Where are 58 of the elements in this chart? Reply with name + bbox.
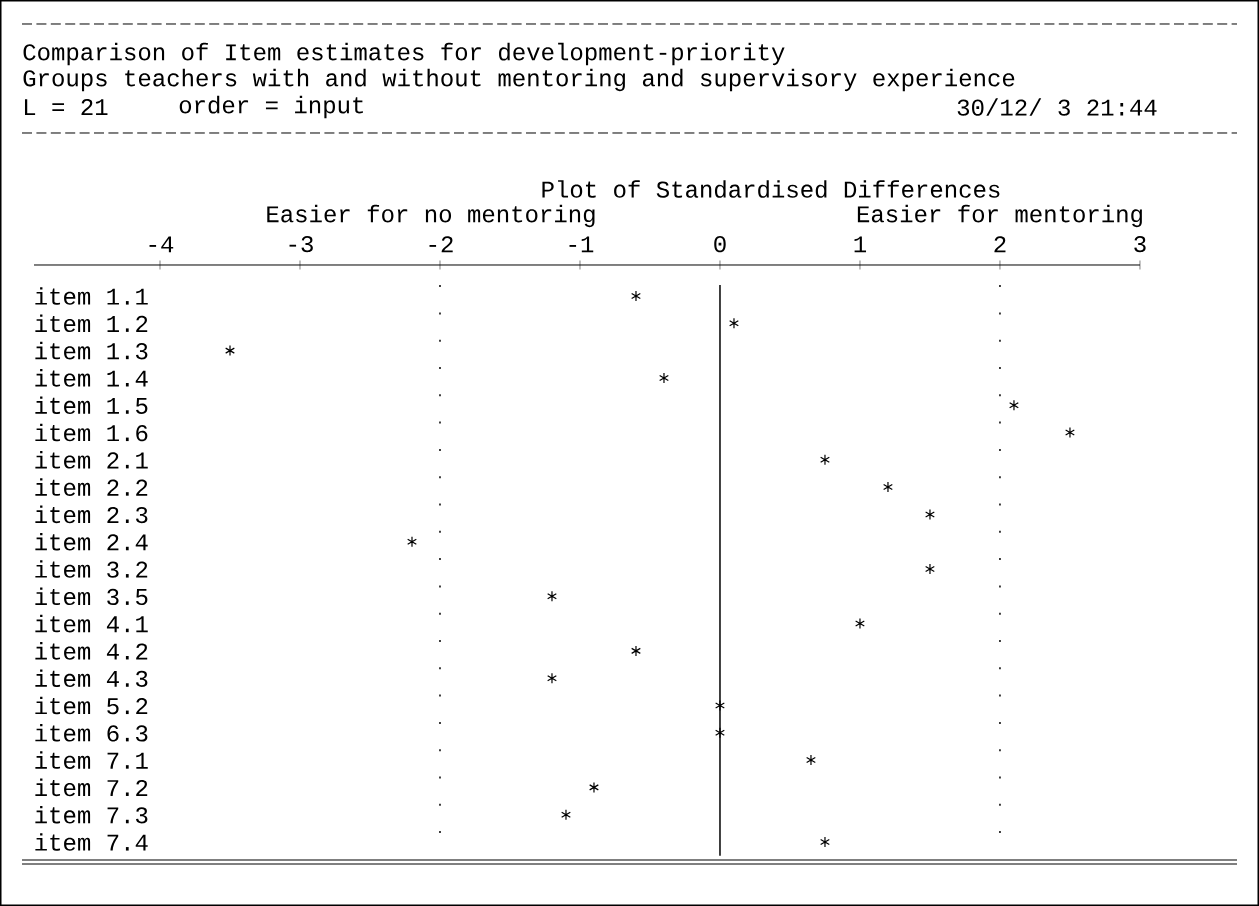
y-tick-label: item 7.2 <box>35 778 148 797</box>
text: 30/12/ 3 21:44 <box>957 98 1157 116</box>
y-tick-label: item 2.2 <box>35 478 148 496</box>
y-tick-label: item 1.3 <box>35 341 148 360</box>
text: order = input <box>179 95 363 119</box>
point <box>883 481 893 493</box>
y-tick-label: item 4.3 <box>35 669 148 688</box>
x-tick-label: -3 <box>289 236 313 253</box>
point <box>561 809 571 821</box>
point <box>225 345 235 357</box>
point <box>631 645 641 657</box>
text: Easier for no mentoring <box>267 204 595 228</box>
point <box>547 590 557 602</box>
point <box>820 836 830 848</box>
y-tick-label: item 7.4 <box>35 833 148 851</box>
y-tick-label: item 2.4 <box>35 532 148 551</box>
x-tick-label: 3 <box>1134 236 1146 253</box>
x-tick-label: -1 <box>569 236 594 253</box>
x-tick-label: -4 <box>149 236 174 253</box>
text: Easier for mentoring <box>857 204 1142 228</box>
y-tick-label: item 3.2 <box>35 560 148 578</box>
y-tick-label: item 7.1 <box>35 751 148 769</box>
x-tick-label: -2 <box>429 236 453 253</box>
y-tick-label: item 4.1 <box>35 614 148 633</box>
point <box>589 781 599 793</box>
point <box>820 454 830 466</box>
y-tick-label: item 7.3 <box>35 805 148 824</box>
text: L = 21 <box>24 98 108 116</box>
x-tick-label: 2 <box>994 236 1006 253</box>
point <box>855 618 865 630</box>
point <box>715 699 725 712</box>
point <box>659 372 669 384</box>
point <box>1065 426 1075 439</box>
y-tick-label: item 1.6 <box>35 423 148 442</box>
point <box>925 563 935 575</box>
y-tick-label: item 2.3 <box>35 505 148 524</box>
y-tick-label: item 6.3 <box>35 723 148 742</box>
y-tick-label: item 5.2 <box>35 696 148 715</box>
x-axis-title: Plot of Standardised Differences <box>542 180 1000 198</box>
y-tick-label: item 1.4 <box>35 369 148 387</box>
point <box>1009 399 1019 411</box>
point <box>729 317 739 329</box>
y-tick-label: item 1.1 <box>35 287 148 305</box>
y-tick-label: item 1.2 <box>35 314 148 333</box>
y-tick-label: item 2.1 <box>35 450 148 469</box>
y-tick-label: item 1.5 <box>35 396 148 415</box>
point <box>925 508 935 520</box>
chart-subtitle: Groups teachers with and without mentoring and supervisory experience <box>23 68 1015 92</box>
chart-title: Comparison of Item estimates for development-priority <box>23 42 785 66</box>
point <box>631 290 641 302</box>
point <box>806 754 816 766</box>
y-tick-label: item 3.5 <box>35 587 148 606</box>
y-tick-label: item 4.2 <box>35 642 148 660</box>
point <box>715 727 725 739</box>
x-tick-label: 0 <box>714 236 726 253</box>
point <box>407 536 417 548</box>
point <box>547 672 557 684</box>
x-tick-label: 1 <box>854 236 867 253</box>
